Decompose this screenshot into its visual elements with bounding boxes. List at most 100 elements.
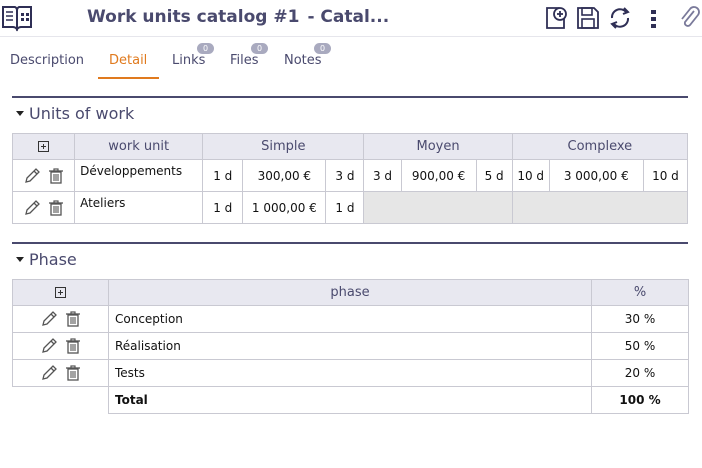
total-row: Total 100 % bbox=[13, 386, 689, 414]
delete-button[interactable] bbox=[64, 337, 82, 355]
pencil-icon bbox=[24, 199, 40, 215]
catalog-app-icon bbox=[1, 3, 33, 33]
pencil-icon bbox=[41, 311, 57, 326]
edit-button[interactable] bbox=[40, 364, 58, 382]
table-row: Ateliers 1 d 1 000,00 € 1 d bbox=[11, 191, 689, 224]
total-percent: 100 % bbox=[591, 386, 689, 414]
files-count-badge: 0 bbox=[251, 43, 268, 54]
simple-max-duration: 3 d bbox=[325, 159, 365, 192]
delete-button[interactable] bbox=[64, 310, 82, 328]
simple-price: 1 000,00 € bbox=[242, 191, 327, 224]
links-count-badge: 0 bbox=[197, 43, 214, 54]
phase-header-row: phase % bbox=[12, 279, 689, 306]
trash-icon bbox=[65, 365, 80, 381]
tab-detail[interactable]: Detail bbox=[109, 53, 148, 68]
more-button[interactable] bbox=[644, 5, 664, 31]
phase-name: Réalisation bbox=[108, 332, 592, 360]
complexe-min-duration: 10 d bbox=[511, 159, 550, 192]
add-phase-button[interactable] bbox=[55, 287, 66, 298]
tab-bar: Description Detail Links 0 Files 0 Notes… bbox=[0, 37, 702, 81]
complexe-header: Complexe bbox=[511, 133, 689, 160]
new-button[interactable] bbox=[543, 5, 569, 31]
phase-table: phase % Conception 30 % Réalisation 50 %… bbox=[12, 279, 689, 414]
complexe-max-duration: 10 d bbox=[642, 159, 689, 192]
units-section-title: Units of work bbox=[29, 104, 135, 123]
row-actions bbox=[12, 359, 109, 387]
total-spacer bbox=[13, 387, 109, 414]
delete-button[interactable] bbox=[47, 199, 65, 217]
moyen-price: 900,00 € bbox=[400, 159, 477, 192]
moyen-empty-cell bbox=[363, 191, 513, 224]
simple-price: 300,00 € bbox=[242, 159, 327, 192]
simple-max-duration: 1 d bbox=[325, 191, 365, 224]
phase-section-toggle[interactable]: Phase bbox=[16, 250, 77, 269]
tab-links[interactable]: Links bbox=[172, 53, 206, 68]
add-unit-cell bbox=[11, 133, 76, 160]
phase-percent: 20 % bbox=[591, 359, 689, 387]
edit-button[interactable] bbox=[40, 337, 58, 355]
tab-notes[interactable]: Notes bbox=[284, 53, 322, 68]
table-row: Réalisation 50 % bbox=[12, 332, 689, 360]
refresh-icon bbox=[610, 7, 630, 29]
attach-icon bbox=[681, 6, 700, 27]
row-actions bbox=[12, 332, 109, 360]
add-phase-cell bbox=[12, 279, 109, 306]
active-tab-indicator bbox=[98, 77, 159, 79]
simple-header: Simple bbox=[202, 133, 365, 160]
phase-section-title: Phase bbox=[29, 250, 77, 269]
work-unit-name: Ateliers bbox=[74, 191, 204, 224]
row-actions bbox=[12, 305, 109, 333]
phase-name: Tests bbox=[108, 359, 592, 387]
total-label: Total bbox=[108, 386, 592, 414]
trash-icon bbox=[48, 199, 63, 216]
edit-button[interactable] bbox=[23, 199, 41, 217]
row-actions bbox=[11, 191, 76, 224]
moyen-header: Moyen bbox=[363, 133, 513, 160]
page-title: Work units catalog #1 - Catal... bbox=[87, 7, 389, 27]
complexe-price: 3 000,00 € bbox=[548, 159, 644, 192]
save-button[interactable] bbox=[575, 5, 601, 31]
more-icon bbox=[651, 10, 656, 28]
notes-count-badge: 0 bbox=[314, 43, 331, 54]
percent-header: % bbox=[591, 279, 689, 306]
units-section-toggle[interactable]: Units of work bbox=[16, 104, 134, 123]
pencil-icon bbox=[41, 365, 57, 380]
save-icon bbox=[577, 7, 599, 29]
record-title: Work units catalog #1 bbox=[87, 7, 300, 27]
record-subtitle: - Catal... bbox=[307, 7, 390, 27]
phase-section-divider bbox=[12, 242, 688, 244]
simple-min-duration: 1 d bbox=[202, 159, 244, 192]
edit-button[interactable] bbox=[40, 310, 58, 328]
complexe-empty-cell bbox=[511, 191, 689, 224]
phase-percent: 30 % bbox=[591, 305, 689, 333]
units-header-row: work unit Simple Moyen Complexe bbox=[11, 133, 689, 160]
tab-description[interactable]: Description bbox=[10, 53, 85, 68]
delete-button[interactable] bbox=[47, 167, 65, 185]
edit-button[interactable] bbox=[23, 167, 41, 185]
trash-icon bbox=[48, 167, 63, 184]
pencil-icon bbox=[41, 338, 57, 353]
table-row: Développements 1 d 300,00 € 3 d 3 d 900,… bbox=[11, 159, 689, 192]
work-unit-name: Développements bbox=[74, 159, 204, 192]
caret-down-icon bbox=[16, 256, 24, 262]
header-bar: Work units catalog #1 - Catal... bbox=[0, 0, 702, 37]
units-section-divider bbox=[12, 96, 688, 98]
attach-button[interactable] bbox=[676, 5, 702, 31]
row-actions bbox=[11, 159, 76, 192]
tab-files[interactable]: Files bbox=[230, 53, 259, 68]
trash-icon bbox=[65, 311, 80, 327]
delete-button[interactable] bbox=[64, 364, 82, 382]
work-unit-header: work unit bbox=[74, 133, 204, 160]
refresh-button[interactable] bbox=[607, 5, 633, 31]
phase-percent: 50 % bbox=[591, 332, 689, 360]
table-row: Conception 30 % bbox=[12, 305, 689, 333]
phase-header: phase bbox=[108, 279, 592, 306]
add-unit-button[interactable] bbox=[38, 141, 50, 152]
caret-down-icon bbox=[16, 110, 24, 116]
moyen-min-duration: 3 d bbox=[363, 159, 402, 192]
moyen-max-duration: 5 d bbox=[475, 159, 513, 192]
phase-name: Conception bbox=[108, 305, 592, 333]
table-row: Tests 20 % bbox=[12, 359, 689, 387]
units-table: work unit Simple Moyen Complexe Développ… bbox=[11, 133, 689, 224]
pencil-icon bbox=[24, 167, 40, 183]
